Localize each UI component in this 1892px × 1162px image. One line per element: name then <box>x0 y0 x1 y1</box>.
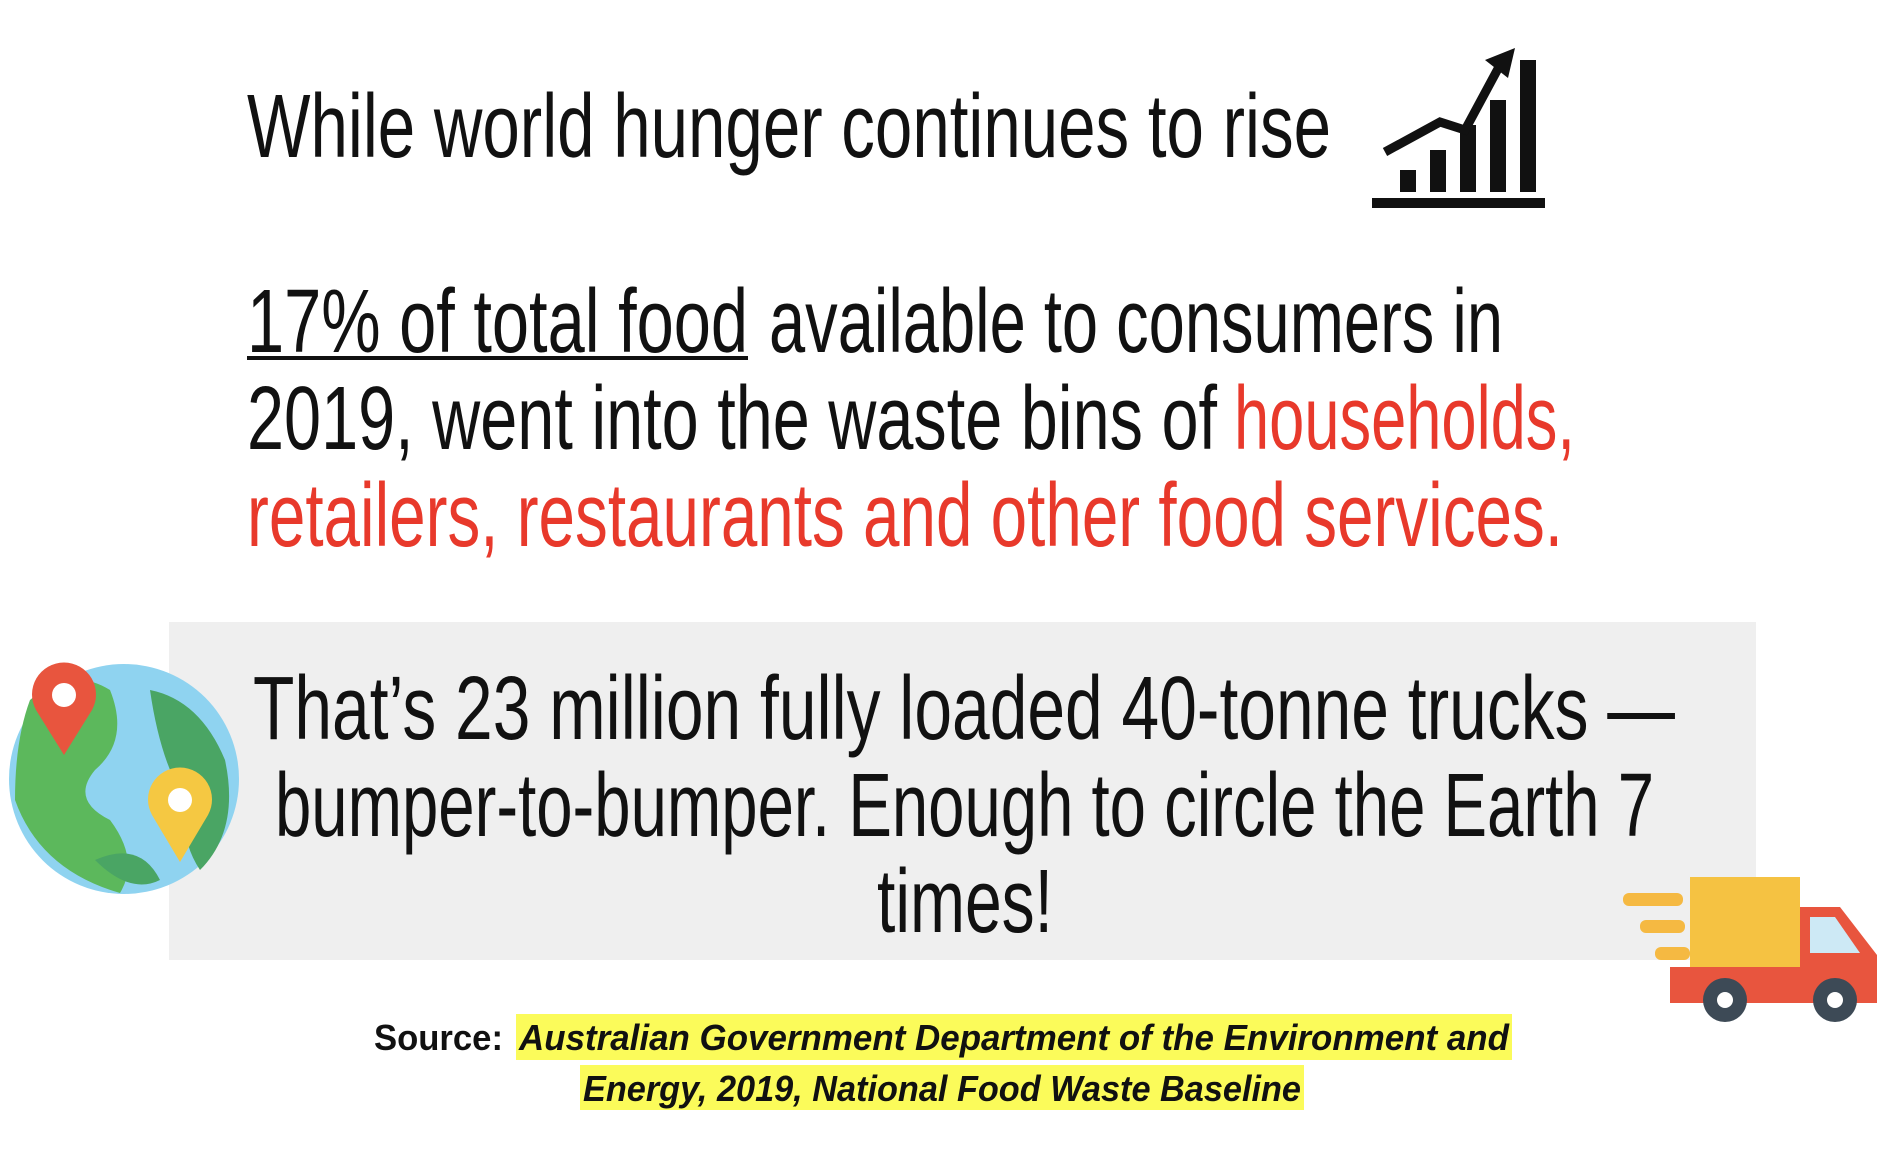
source-text: Australian Government Department of the … <box>518 1017 1510 1058</box>
callout-text: That’s 23 million fully loaded 40-tonne … <box>253 659 1675 759</box>
truck-icon <box>1623 877 1877 1022</box>
statement-text: available to consumers in <box>769 272 1503 372</box>
statement-highlight: retailers, restaurants and other food se… <box>247 466 1563 566</box>
underline <box>247 356 748 360</box>
highlight <box>516 1014 1512 1060</box>
rising-chart-icon <box>1372 48 1545 208</box>
source-text: Energy, 2019, National Food Waste Baseli… <box>583 1068 1301 1109</box>
statement-highlight: households, <box>1234 369 1575 469</box>
statement-text: 2019, went into the waste bins of <box>247 369 1218 469</box>
callout-box <box>169 622 1756 960</box>
source-label: Source: <box>374 1017 503 1058</box>
highlight <box>580 1065 1304 1110</box>
heading: While world hunger continues to rise <box>247 77 1331 177</box>
callout-text: times! <box>877 852 1053 952</box>
callout-text: bumper-to-bumper. Enough to circle the E… <box>275 756 1654 856</box>
statement-underlined: 17% of total food <box>247 272 748 372</box>
globe-icon <box>9 662 239 894</box>
